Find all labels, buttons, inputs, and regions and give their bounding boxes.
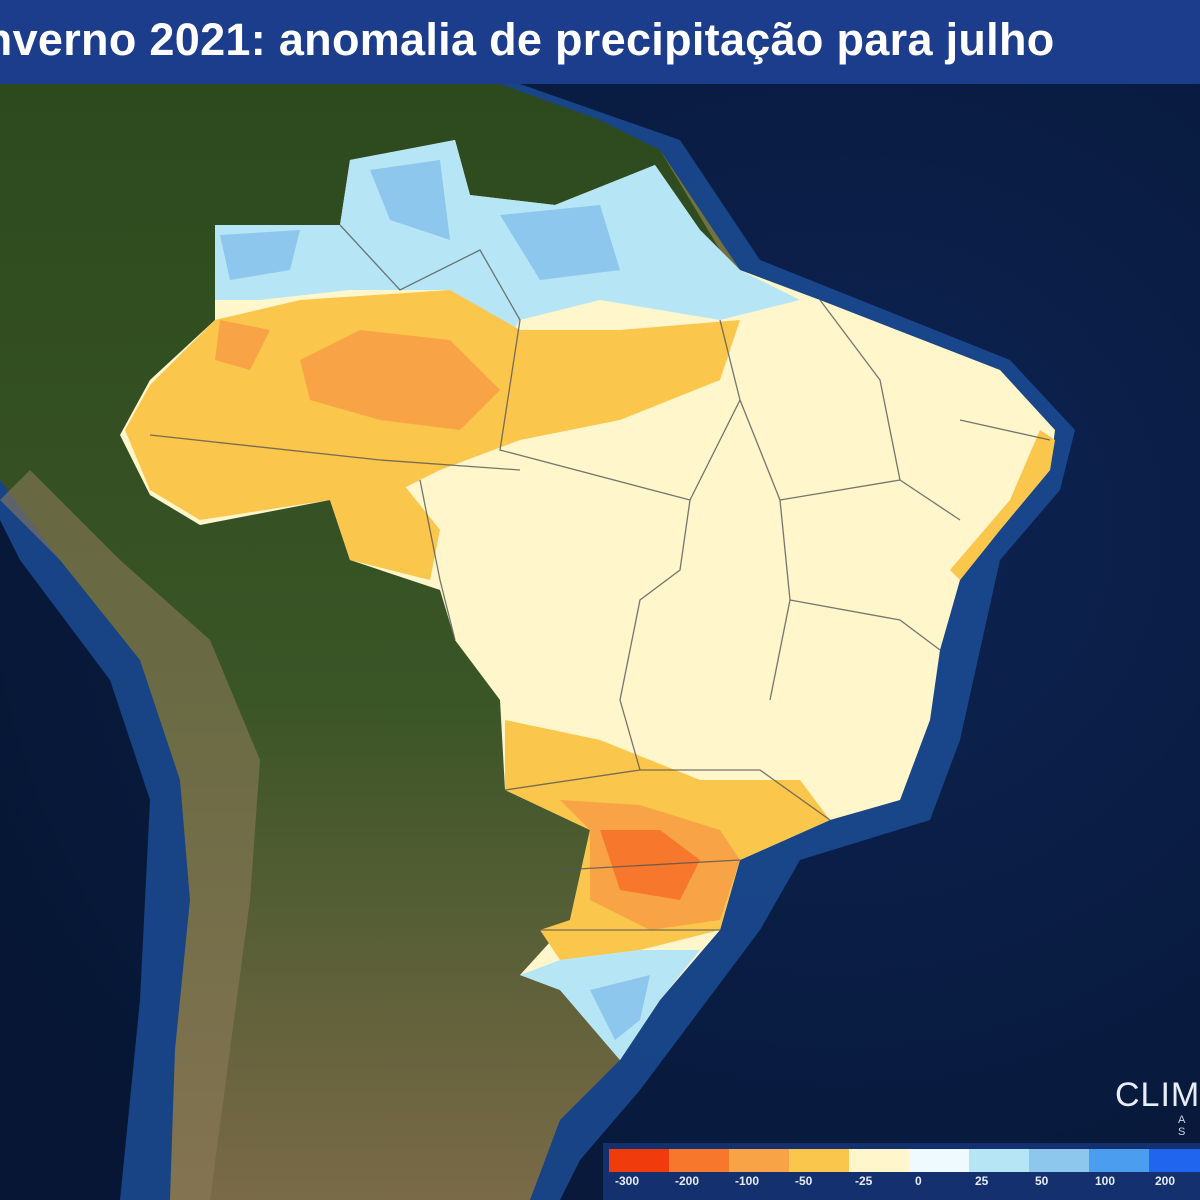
color-scale-legend: -300 -200 -100 -50 -25 0 25 50 100 200	[603, 1143, 1200, 1200]
legend-swatch	[729, 1149, 789, 1172]
legend-label: 100	[1095, 1174, 1116, 1188]
legend-label: -50	[795, 1174, 813, 1188]
logo-subtitle: A S	[1178, 1114, 1189, 1138]
legend-swatch	[609, 1149, 669, 1172]
legend-label: 50	[1035, 1174, 1049, 1188]
legend-label: -25	[855, 1174, 873, 1188]
title-bar: Inverno 2021: anomalia de precipitação p…	[0, 0, 1200, 84]
legend-label: 0	[915, 1174, 922, 1188]
legend-swatch	[1089, 1149, 1149, 1172]
legend-swatch	[1149, 1149, 1200, 1172]
map-title: Inverno 2021: anomalia de precipitação p…	[0, 14, 1055, 65]
negative-anomaly-west	[330, 480, 440, 580]
positive-anomaly-south-strong	[590, 975, 650, 1040]
negative-anomaly-amazon-strong	[215, 320, 500, 430]
legend-swatch	[1029, 1149, 1089, 1172]
guiana-coast	[660, 150, 740, 270]
legend-swatch	[969, 1149, 1029, 1172]
state-borders	[149, 224, 1051, 931]
legend-label: 200	[1155, 1174, 1176, 1188]
legend-label: -100	[735, 1174, 760, 1188]
legend-label: -200	[675, 1174, 700, 1188]
positive-anomaly-north-strong	[220, 160, 620, 280]
legend-swatch	[669, 1149, 729, 1172]
andes-region	[0, 470, 260, 1200]
legend-label: 25	[975, 1174, 989, 1188]
negative-anomaly-east-coast	[950, 430, 1055, 580]
legend-label: -300	[615, 1174, 640, 1188]
legend-swatch	[849, 1149, 909, 1172]
precipitation-anomaly-map	[0, 84, 1200, 1200]
legend-swatch	[789, 1149, 849, 1172]
legend-swatch	[909, 1149, 969, 1172]
positive-anomaly-north	[215, 140, 800, 350]
